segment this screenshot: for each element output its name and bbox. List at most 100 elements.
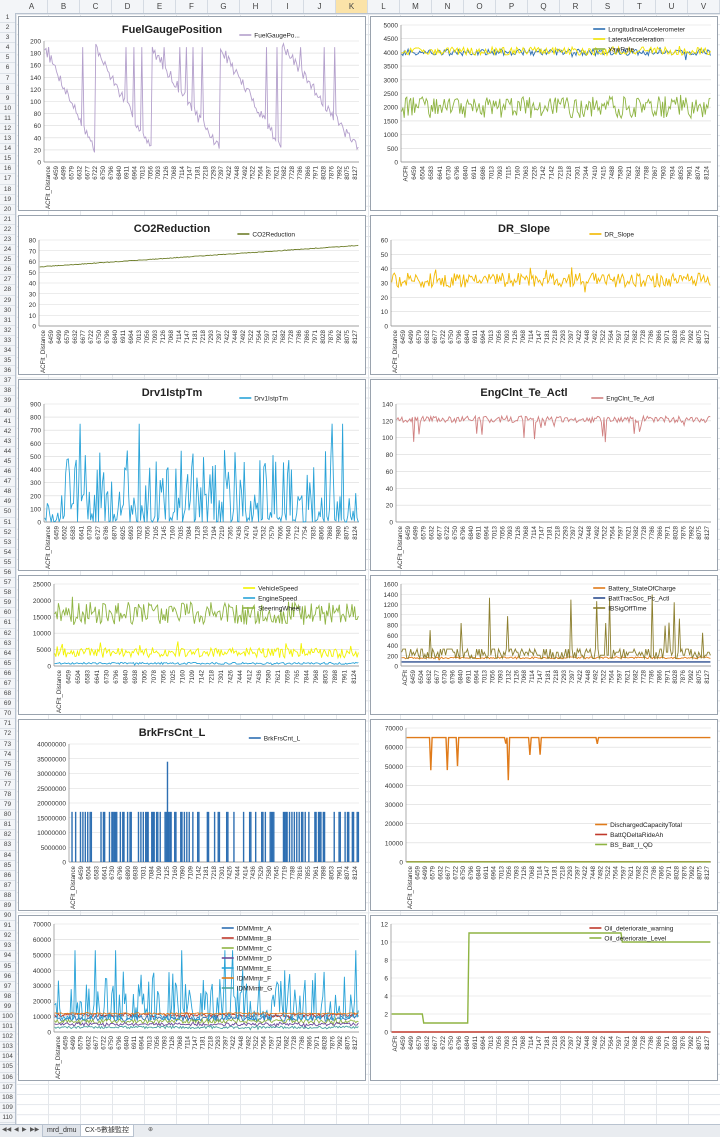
row-header[interactable]: 106 — [0, 1073, 15, 1083]
chart-oil-deteriorate[interactable]: 0 2 4 6 8 10 12 ACFlt 6459 6499 6579 6632 6677 6722 67… — [370, 915, 718, 1081]
row-header[interactable]: 58 — [0, 588, 15, 599]
chart-dr-slope[interactable]: DR_Slope 0 10 20 30 40 50 60 ACFlt_Distance 6459 6… — [370, 215, 718, 375]
row-header[interactable]: 36 — [0, 366, 15, 377]
row-header[interactable]: 79 — [0, 800, 15, 811]
column-header-a[interactable]: A — [16, 0, 48, 13]
row-header[interactable]: 21 — [0, 215, 15, 225]
row-header[interactable]: 7 — [0, 74, 15, 84]
row-header[interactable]: 88 — [0, 891, 15, 901]
row-header[interactable]: 75 — [0, 760, 15, 770]
row-header[interactable]: 81 — [0, 820, 15, 831]
row-header[interactable]: 1 — [0, 13, 15, 24]
column-header-i[interactable]: I — [272, 0, 304, 13]
row-header[interactable]: 59 — [0, 598, 15, 609]
column-header-d[interactable]: D — [112, 0, 144, 13]
row-header[interactable]: 103 — [0, 1042, 15, 1053]
row-header[interactable]: 15 — [0, 154, 15, 165]
row-header[interactable]: 105 — [0, 1062, 15, 1073]
row-header[interactable]: 42 — [0, 427, 15, 437]
column-header-r[interactable]: R — [560, 0, 592, 13]
column-header-n[interactable]: N — [432, 0, 464, 13]
chart-accelerometer[interactable]: 0 500 1000 1500 2000 2500 3000 3500 4000 4500 5000… — [370, 16, 718, 211]
last-sheet-icon[interactable]: ▶▶ — [30, 1127, 40, 1133]
row-header[interactable]: 74 — [0, 750, 15, 760]
row-header[interactable]: 82 — [0, 830, 15, 841]
row-header[interactable]: 71 — [0, 719, 15, 730]
row-header[interactable]: 27 — [0, 275, 15, 286]
row-header[interactable]: 84 — [0, 851, 15, 861]
row-header[interactable]: 51 — [0, 518, 15, 528]
row-header[interactable]: 33 — [0, 336, 15, 346]
row-header[interactable]: 99 — [0, 1002, 15, 1012]
column-header-t[interactable]: T — [624, 0, 656, 13]
next-sheet-icon[interactable]: ▶ — [22, 1127, 27, 1133]
chart-fuel-gauge-position[interactable]: FuelGaugePosition 0 20 40 60 80 100 120 140 160 18… — [18, 16, 366, 211]
row-header[interactable]: 40 — [0, 407, 15, 417]
row-header[interactable]: 66 — [0, 669, 15, 679]
row-header[interactable]: 109 — [0, 1103, 15, 1113]
row-header[interactable]: 4 — [0, 43, 15, 54]
column-header-l[interactable]: L — [368, 0, 400, 13]
row-header[interactable]: 57 — [0, 578, 15, 589]
row-header[interactable]: 29 — [0, 296, 15, 306]
sheet-tab-cx5[interactable]: CX-5數據監控 — [80, 1125, 134, 1137]
column-header-e[interactable]: E — [144, 0, 176, 13]
row-header[interactable]: 39 — [0, 396, 15, 407]
row-header[interactable]: 55 — [0, 558, 15, 568]
sheet-tab-mrd-dmu[interactable]: mrd_dmu — [42, 1125, 82, 1137]
row-header[interactable]: 68 — [0, 689, 15, 700]
row-header[interactable]: 92 — [0, 931, 15, 942]
row-header[interactable]: 35 — [0, 356, 15, 367]
row-header[interactable]: 56 — [0, 568, 15, 579]
row-header[interactable]: 97 — [0, 982, 15, 992]
row-header[interactable]: 61 — [0, 618, 15, 629]
prev-sheet-icon[interactable]: ◀ — [14, 1127, 19, 1133]
row-header[interactable]: 67 — [0, 679, 15, 690]
row-header[interactable]: 54 — [0, 548, 15, 558]
row-header[interactable]: 77 — [0, 780, 15, 790]
row-header[interactable]: 16 — [0, 164, 15, 175]
row-header[interactable]: 23 — [0, 235, 15, 246]
row-header[interactable]: 37 — [0, 376, 15, 387]
row-header[interactable]: 73 — [0, 740, 15, 750]
row-header[interactable]: 93 — [0, 941, 15, 952]
column-header-g[interactable]: G — [208, 0, 240, 13]
row-header[interactable]: 32 — [0, 326, 15, 336]
row-header[interactable]: 17 — [0, 174, 15, 185]
column-header-p[interactable]: P — [496, 0, 528, 13]
row-header[interactable]: 91 — [0, 921, 15, 932]
row-header[interactable]: 25 — [0, 255, 15, 266]
row-header[interactable]: 86 — [0, 871, 15, 881]
first-sheet-icon[interactable]: ◀◀ — [2, 1127, 12, 1133]
row-header[interactable]: 19 — [0, 195, 15, 205]
row-header[interactable]: 108 — [0, 1093, 15, 1103]
row-header[interactable]: 80 — [0, 810, 15, 821]
row-header[interactable]: 50 — [0, 507, 15, 518]
row-header[interactable]: 69 — [0, 699, 15, 710]
row-header[interactable]: 5 — [0, 53, 15, 64]
row-header[interactable]: 22 — [0, 225, 15, 235]
row-header[interactable]: 64 — [0, 649, 15, 659]
row-header[interactable]: 63 — [0, 639, 15, 649]
chart-brkfrscnt-l[interactable]: BrkFrsCnt_L 0 5000000 10000000 15000000 20000… — [18, 719, 366, 911]
row-header[interactable]: 14 — [0, 144, 15, 155]
row-header[interactable]: 89 — [0, 901, 15, 912]
column-header-u[interactable]: U — [656, 0, 688, 13]
row-header[interactable]: 18 — [0, 185, 15, 195]
row-header[interactable]: 26 — [0, 265, 15, 276]
column-header-f[interactable]: F — [176, 0, 208, 13]
row-header[interactable]: 44 — [0, 447, 15, 457]
row-header[interactable]: 20 — [0, 205, 15, 215]
column-header-m[interactable]: M — [400, 0, 432, 13]
row-header[interactable]: 53 — [0, 538, 15, 548]
row-header[interactable]: 41 — [0, 417, 15, 427]
row-header[interactable]: 45 — [0, 457, 15, 468]
row-header[interactable]: 46 — [0, 467, 15, 478]
row-header[interactable]: 101 — [0, 1022, 15, 1033]
row-header[interactable]: 83 — [0, 840, 15, 851]
row-header[interactable]: 12 — [0, 124, 15, 135]
row-header[interactable]: 60 — [0, 608, 15, 619]
row-header[interactable]: 96 — [0, 972, 15, 982]
row-header[interactable]: 100 — [0, 1012, 15, 1023]
row-header[interactable]: 102 — [0, 1032, 15, 1043]
